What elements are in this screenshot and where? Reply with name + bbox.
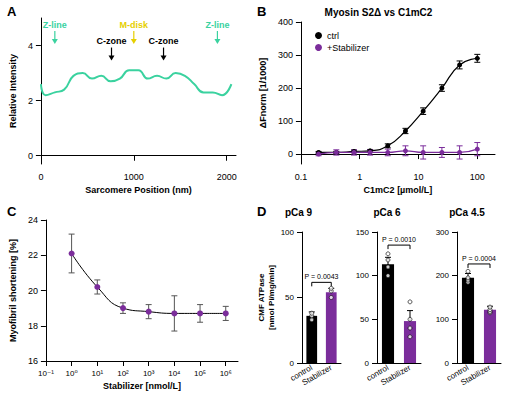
svg-text:0: 0 [290, 359, 295, 368]
svg-text:0: 0 [28, 151, 33, 161]
svg-text:150: 150 [356, 228, 370, 237]
svg-text:10⁻¹: 10⁻¹ [38, 369, 54, 378]
svg-text:200: 200 [436, 271, 450, 280]
svg-text:100: 100 [470, 172, 485, 182]
svg-text:0: 0 [365, 359, 370, 368]
svg-text:A: A [7, 4, 17, 19]
svg-text:2: 2 [28, 96, 33, 106]
svg-text:10: 10 [413, 172, 423, 182]
svg-text:16: 16 [28, 356, 38, 366]
svg-text:100: 100 [436, 315, 450, 324]
svg-text:Stabilizer: Stabilizer [379, 363, 412, 387]
svg-text:24: 24 [28, 215, 38, 225]
svg-text:[nmol Pi/mg/min]: [nmol Pi/mg/min] [267, 265, 276, 330]
svg-text:400: 400 [278, 17, 293, 27]
svg-text:100: 100 [278, 116, 293, 126]
svg-text:D: D [257, 204, 266, 219]
svg-text:Myosin S2Δ vs C1mC2: Myosin S2Δ vs C1mC2 [325, 7, 433, 18]
svg-text:control: control [288, 363, 314, 383]
svg-text:Myofibril shortening [%]: Myofibril shortening [%] [8, 239, 18, 342]
svg-text:10⁴: 10⁴ [168, 369, 181, 378]
svg-text:ctrl: ctrl [327, 31, 339, 41]
svg-text:4: 4 [28, 41, 33, 51]
svg-text:Sarcomere Position (nm): Sarcomere Position (nm) [85, 185, 192, 195]
svg-text:50: 50 [360, 315, 369, 324]
svg-text:0: 0 [38, 172, 43, 182]
svg-text:10⁶: 10⁶ [220, 369, 232, 378]
svg-text:Stabilizer [nmol/L]: Stabilizer [nmol/L] [103, 381, 181, 391]
svg-text:control: control [445, 363, 471, 383]
svg-text:200: 200 [278, 83, 293, 93]
svg-text:2000: 2000 [217, 172, 237, 182]
svg-text:P = 0.0010: P = 0.0010 [382, 236, 416, 243]
svg-text:100: 100 [281, 228, 295, 237]
svg-text:0.1: 0.1 [295, 172, 308, 182]
svg-text:pCa 6: pCa 6 [373, 207, 401, 218]
svg-text:10²: 10² [117, 369, 129, 378]
svg-text:P = 0.0043: P = 0.0043 [305, 273, 339, 280]
svg-text:Stabilizer: Stabilizer [301, 363, 334, 387]
svg-text:C-zone: C-zone [149, 36, 179, 46]
svg-text:0: 0 [445, 359, 450, 368]
svg-text:1: 1 [357, 172, 362, 182]
svg-text:0: 0 [288, 149, 293, 159]
svg-text:20: 20 [28, 286, 38, 296]
svg-text:C-zone: C-zone [97, 36, 127, 46]
svg-text:CMF ATPase: CMF ATPase [257, 273, 266, 322]
svg-text:22: 22 [28, 250, 38, 260]
svg-text:300: 300 [436, 228, 450, 237]
svg-text:1000: 1000 [124, 172, 144, 182]
svg-text:Relative Intensity: Relative Intensity [8, 54, 18, 128]
svg-text:10⁰: 10⁰ [66, 369, 78, 378]
svg-text:control: control [365, 363, 391, 383]
svg-text:50: 50 [285, 293, 294, 302]
svg-text:M-disk: M-disk [120, 20, 149, 30]
svg-text:100: 100 [356, 271, 370, 280]
svg-text:pCa 9: pCa 9 [285, 207, 313, 218]
svg-text:C1mC2 [µmol/L]: C1mC2 [µmol/L] [364, 185, 433, 195]
svg-text:18: 18 [28, 321, 38, 331]
svg-text:10¹: 10¹ [92, 369, 104, 378]
svg-text:Z-line: Z-line [205, 20, 229, 30]
svg-text:10³: 10³ [143, 369, 155, 378]
svg-text:300: 300 [278, 50, 293, 60]
svg-text:10⁵: 10⁵ [194, 369, 206, 378]
svg-text:Stabilizer: Stabilizer [459, 363, 492, 387]
svg-text:+Stabilizer: +Stabilizer [327, 43, 369, 53]
svg-text:pCa 4.5: pCa 4.5 [449, 207, 485, 218]
svg-text:B: B [257, 4, 266, 19]
svg-text:P = 0.0004: P = 0.0004 [462, 255, 496, 262]
svg-text:Z-line: Z-line [43, 20, 67, 30]
svg-text:C: C [7, 204, 17, 219]
svg-text:ΔFnorm [1/1000]: ΔFnorm [1/1000] [258, 58, 268, 129]
